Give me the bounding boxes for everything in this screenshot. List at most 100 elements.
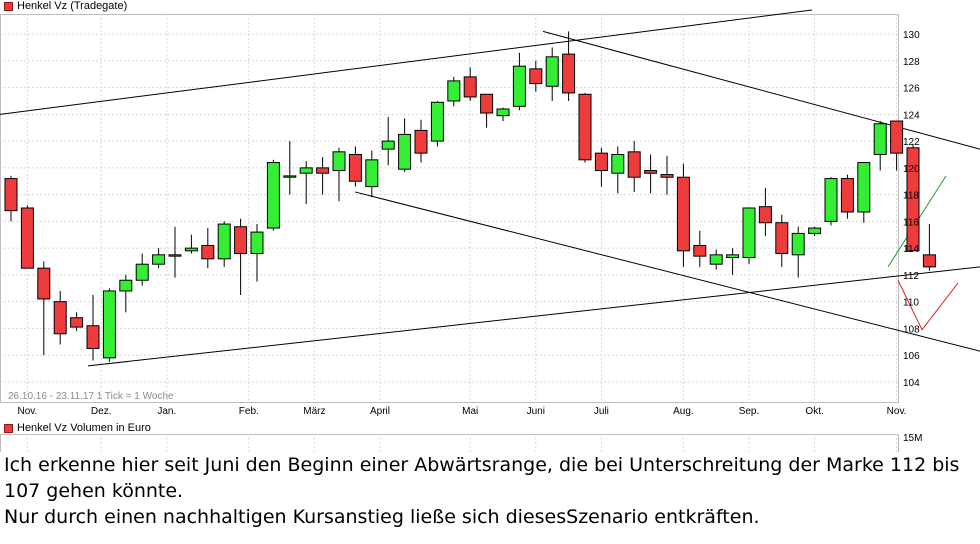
y-tick-label: 128 [903, 57, 920, 68]
candle-body [332, 151, 346, 172]
y-tick-label: 130 [903, 30, 920, 41]
x-tick-label: Nov. [887, 406, 907, 417]
candle-series [4, 31, 936, 362]
candle-body [119, 279, 133, 292]
candle-body [152, 254, 166, 265]
x-tick-label: Juli [594, 406, 609, 417]
y-tick-label: 120 [903, 164, 920, 175]
candle-body [857, 162, 871, 213]
price-chart: 104 106 108 110 112 114 116 118 120 122 124 126 128 1… [0, 9, 980, 452]
volume-frame [0, 434, 899, 452]
candle-body [496, 108, 510, 117]
candle-body [447, 80, 461, 102]
volume-legend-swatch [4, 423, 13, 433]
top-trend-line [0, 9, 813, 115]
price-legend: Henkel Vz (Tradegate) [4, 0, 127, 12]
candle-body [381, 140, 395, 150]
candle-body [37, 267, 51, 300]
chart-grid [0, 14, 899, 452]
candle-body [299, 167, 313, 174]
volume-legend-label: Henkel Vz Volumen in Euro [17, 422, 151, 434]
candle-body [890, 120, 904, 154]
candle-body [250, 231, 264, 254]
candle-body [742, 207, 756, 259]
y-tick-label: 110 [903, 298, 919, 309]
candle-body [873, 123, 887, 155]
candle-body [217, 223, 231, 260]
candle-body [906, 147, 920, 252]
candle-body [398, 133, 412, 170]
candle-body [758, 206, 772, 224]
y-tick-label: 112 [903, 271, 919, 282]
x-tick-label: Dez. [91, 406, 112, 417]
candle-body [644, 170, 658, 174]
caption-line-1: Ich erkenne hier seit Juni den Beginn ei… [4, 454, 960, 502]
x-tick-label: März [303, 406, 325, 417]
candle-body [53, 301, 67, 335]
candle-body [365, 159, 379, 188]
support-trend-line [87, 266, 980, 367]
candle-body [578, 93, 592, 161]
candle-body [512, 65, 526, 107]
candle-body [611, 153, 625, 174]
candle-body [70, 317, 84, 328]
candle-body [529, 68, 543, 85]
candle-body [430, 101, 444, 142]
candle-body [726, 254, 740, 259]
candle-body [86, 325, 100, 349]
lower-range-line [354, 191, 980, 352]
candle-body [660, 174, 674, 178]
candle-body [791, 232, 805, 256]
candle-body [316, 167, 330, 174]
candle-body [922, 254, 936, 268]
x-tick-label: Aug. [673, 406, 694, 417]
candle-body [168, 254, 182, 257]
candle-body [283, 175, 297, 178]
candle-body [545, 56, 559, 87]
y-tick-label: 124 [903, 110, 920, 121]
candle-body [840, 178, 854, 213]
x-tick-label: Nov. [17, 406, 37, 417]
caption: Ich erkenne hier seit Juni den Beginn ei… [4, 452, 976, 530]
y-tick-label: 126 [903, 84, 920, 95]
plot-frame [0, 14, 899, 403]
projection-down-line [897, 280, 959, 331]
period-info: 26.10.16 - 23.11.17 1 Tick = 1 Woche [8, 391, 174, 402]
x-tick-label: Okt. [805, 406, 823, 417]
candle-body [234, 226, 248, 254]
y-tick-label: 108 [903, 324, 920, 335]
candle-body [824, 178, 838, 222]
x-tick-label: Mai [462, 406, 478, 417]
y-tick-label: 106 [903, 351, 920, 362]
y-tick-label: 116 [903, 217, 919, 228]
candle-body [808, 227, 822, 234]
caption-line-2: Nur durch einen nachhaltigen Kursanstieg… [4, 506, 760, 528]
price-legend-label: Henkel Vz (Tradegate) [17, 0, 128, 12]
candle-body [201, 244, 215, 260]
volume-legend: Henkel Vz Volumen in Euro [4, 422, 151, 434]
candle-body [463, 76, 477, 98]
chart-axes: 104 106 108 110 112 114 116 118 120 122 124 126 128 1… [8, 30, 922, 444]
candle-body [266, 162, 280, 229]
candle-body [102, 290, 116, 359]
candle-body [480, 93, 494, 114]
candle-body [562, 53, 576, 94]
y-tick-label: 104 [903, 378, 920, 389]
candle-body [594, 152, 608, 172]
candle-body [627, 151, 641, 178]
candle-body [709, 254, 723, 265]
candle-body [414, 129, 428, 154]
candle-body [4, 178, 18, 212]
price-legend-swatch [4, 1, 13, 11]
volume-axis-label: 15M [903, 433, 922, 444]
candle-body [20, 207, 34, 269]
y-tick-label: 122 [903, 137, 920, 148]
candle-body [348, 153, 362, 182]
x-tick-label: Sep. [739, 406, 760, 417]
x-tick-label: April [370, 406, 390, 417]
y-tick-label: 118 [903, 191, 919, 202]
candle-body [676, 176, 690, 252]
y-tick-label: 114 [903, 244, 919, 255]
x-tick-label: Juni [527, 406, 545, 417]
x-tick-label: Jan. [157, 406, 176, 417]
